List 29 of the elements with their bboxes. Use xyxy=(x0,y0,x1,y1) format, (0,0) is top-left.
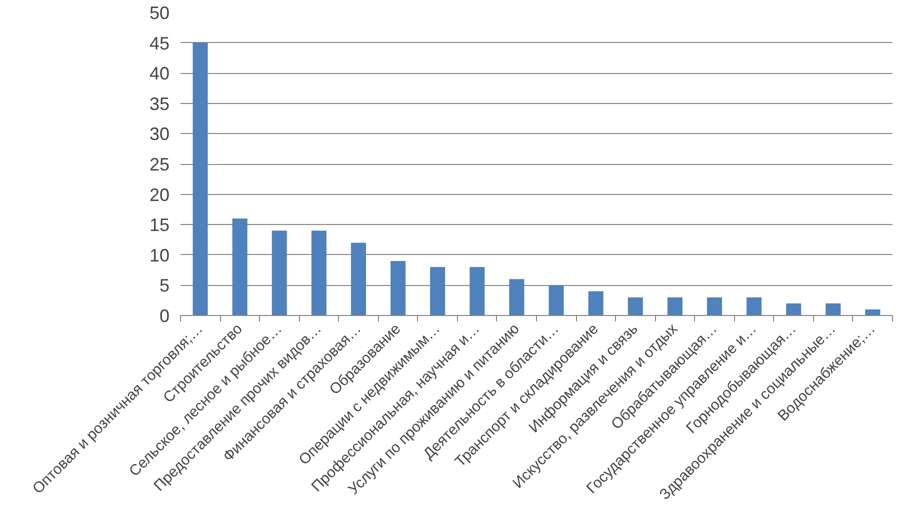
bar xyxy=(390,260,406,316)
y-tick-label: 25 xyxy=(149,154,170,174)
bar xyxy=(350,242,366,316)
bar xyxy=(667,297,682,316)
y-tick-label: 5 xyxy=(159,276,170,296)
bar xyxy=(826,303,841,316)
y-tick-label: 15 xyxy=(149,215,170,236)
bar xyxy=(548,285,564,316)
bar xyxy=(232,218,248,316)
y-tick-label: 10 xyxy=(149,245,170,266)
bar xyxy=(509,279,524,316)
bar xyxy=(192,42,208,316)
y-tick-label: 50 xyxy=(149,3,170,23)
bar xyxy=(311,230,326,316)
bar xyxy=(588,291,604,316)
y-tick-label: 0 xyxy=(159,306,170,326)
y-tick-label: 45 xyxy=(149,33,170,54)
y-tick-label: 20 xyxy=(149,184,170,205)
bar xyxy=(786,303,802,316)
y-tick-label: 30 xyxy=(149,124,170,144)
bar xyxy=(272,230,287,316)
bar xyxy=(470,267,485,316)
bar xyxy=(628,297,643,316)
bar xyxy=(865,309,880,316)
y-tick-label: 40 xyxy=(149,64,170,84)
bar xyxy=(746,297,762,316)
bar xyxy=(706,297,722,316)
bar xyxy=(430,267,446,316)
y-tick-label: 35 xyxy=(149,94,170,114)
